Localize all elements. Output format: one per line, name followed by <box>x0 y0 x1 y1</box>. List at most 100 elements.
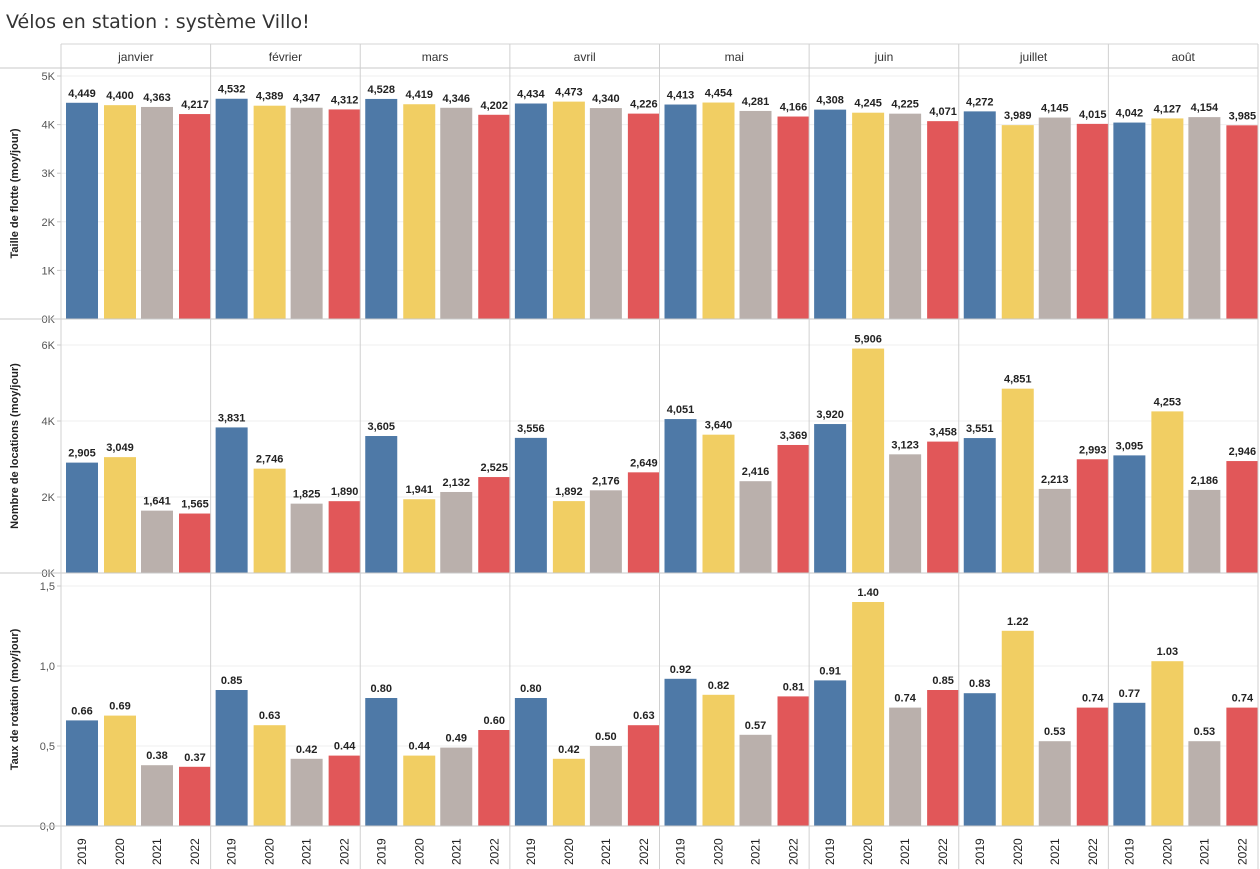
month-header-7: août <box>1172 50 1196 64</box>
bar-p2-mai-2020 <box>702 694 735 826</box>
month-header-4: mai <box>725 50 744 64</box>
x-tick-year-m0-2022: 2022 <box>188 838 202 865</box>
bar-p0-juillet-2020 <box>1001 125 1034 319</box>
bar-p1-avril-2022 <box>627 472 660 573</box>
ytick-label-p0-0: 0K <box>42 314 56 326</box>
data-label-p1-m3-2022: 2,649 <box>630 457 658 469</box>
bar-p0-août-2021 <box>1188 117 1221 319</box>
ytick-label-p1-2: 4K <box>42 416 56 428</box>
month-header-6: juillet <box>1019 50 1048 64</box>
data-label-p1-m5-2021: 3,123 <box>891 439 919 451</box>
bar-p0-juin-2021 <box>889 113 922 319</box>
data-label-p1-m5-2020: 5,906 <box>854 334 882 346</box>
bar-p0-mai-2019 <box>664 104 697 319</box>
data-label-p0-m6-2021: 4,145 <box>1041 103 1069 115</box>
bar-p1-mai-2021 <box>739 481 772 573</box>
bar-p1-juin-2022 <box>927 441 960 573</box>
x-tick-year-m2-2020: 2020 <box>412 838 426 865</box>
bar-p1-février-2022 <box>328 501 361 573</box>
bar-p0-mars-2022 <box>478 114 511 319</box>
bar-p0-juillet-2019 <box>963 111 996 319</box>
bar-p2-juin-2021 <box>889 707 922 826</box>
data-label-p0-m2-2021: 4,346 <box>442 93 470 105</box>
x-tick-year-m0-2021: 2021 <box>150 838 164 865</box>
data-label-p1-m6-2020: 4,851 <box>1004 374 1032 386</box>
x-tick-year-m6-2021: 2021 <box>1048 838 1062 865</box>
bar-p0-mars-2019 <box>365 98 398 319</box>
data-label-p0-m0-2020: 4,400 <box>106 90 134 102</box>
data-label-p1-m4-2020: 3,640 <box>705 420 733 432</box>
data-label-p0-m6-2022: 4,015 <box>1079 109 1107 121</box>
bar-p1-avril-2020 <box>552 501 585 573</box>
data-label-p2-m3-2020: 0.42 <box>558 744 579 756</box>
x-tick-year-m7-2021: 2021 <box>1197 838 1211 865</box>
x-tick-year-m1-2021: 2021 <box>300 838 314 865</box>
bar-p0-août-2020 <box>1151 118 1184 320</box>
data-label-p2-m3-2022: 0.63 <box>633 710 654 722</box>
data-label-p0-m3-2022: 4,226 <box>630 99 658 111</box>
data-label-p2-m4-2021: 0.57 <box>745 720 766 732</box>
bar-p2-janvier-2019 <box>66 720 98 826</box>
data-label-p1-m4-2022: 3,369 <box>780 430 808 442</box>
data-label-p0-m5-2021: 4,225 <box>891 99 919 111</box>
bar-p0-janvier-2020 <box>104 105 136 319</box>
bar-p1-mars-2019 <box>365 436 398 573</box>
data-label-p0-m5-2019: 4,308 <box>816 95 844 107</box>
x-tick-year-m1-2020: 2020 <box>263 838 277 865</box>
bar-p1-mai-2022 <box>777 444 810 573</box>
bar-p1-juin-2021 <box>889 454 922 573</box>
bar-p2-avril-2019 <box>514 698 547 826</box>
data-label-p0-m4-2022: 4,166 <box>780 102 808 114</box>
month-header-3: avril <box>574 50 596 64</box>
data-label-p2-m5-2020: 1.40 <box>857 587 878 599</box>
x-tick-year-m7-2019: 2019 <box>1122 838 1136 865</box>
bar-p2-mars-2022 <box>478 730 511 826</box>
x-tick-year-m3-2019: 2019 <box>524 838 538 865</box>
bar-p0-février-2019 <box>215 98 248 319</box>
data-label-p1-m1-2022: 1,890 <box>331 486 359 498</box>
x-tick-year-m4-2022: 2022 <box>787 838 801 865</box>
data-label-p0-m6-2019: 4,272 <box>966 96 994 108</box>
data-label-p1-m0-2022: 1,565 <box>181 499 209 511</box>
bar-p1-août-2022 <box>1226 461 1259 573</box>
x-tick-year-m3-2020: 2020 <box>562 838 576 865</box>
x-tick-year-m4-2020: 2020 <box>712 838 726 865</box>
bar-p2-février-2022 <box>328 755 361 826</box>
data-label-p0-m0-2021: 4,363 <box>143 92 171 104</box>
data-label-p1-m7-2021: 2,186 <box>1191 475 1219 487</box>
bar-p0-février-2021 <box>290 107 323 319</box>
month-header-1: février <box>269 50 302 64</box>
x-tick-year-m1-2019: 2019 <box>225 838 239 865</box>
ytick-label-p1-3: 6K <box>42 340 56 352</box>
data-label-p1-m1-2020: 2,746 <box>256 454 284 466</box>
x-tick-year-m0-2019: 2019 <box>75 838 89 865</box>
bar-p2-août-2021 <box>1188 741 1221 826</box>
data-label-p2-m4-2020: 0.82 <box>708 680 729 692</box>
bar-p2-juillet-2022 <box>1076 707 1109 826</box>
bar-p2-avril-2021 <box>589 746 622 826</box>
axes-layer: janvier février mars avril mai juin juillet aoû… <box>0 43 1259 869</box>
data-label-p1-m4-2021: 2,416 <box>742 466 770 478</box>
ytick-label-p2-3: 1,5 <box>40 581 55 593</box>
bar-p2-mars-2019 <box>365 698 398 826</box>
data-label-p2-m1-2022: 0.44 <box>334 741 356 753</box>
data-label-p2-m4-2019: 0.92 <box>670 664 691 676</box>
data-label-p1-m3-2019: 3,556 <box>517 423 545 435</box>
x-tick-year-m2-2022: 2022 <box>487 838 501 865</box>
data-label-p0-m0-2019: 4,449 <box>68 88 96 100</box>
bar-p2-juin-2022 <box>927 690 960 826</box>
x-tick-year-m1-2022: 2022 <box>338 838 352 865</box>
data-label-p2-m2-2020: 0.44 <box>409 741 431 753</box>
data-label-p1-m0-2021: 1,641 <box>143 496 171 508</box>
bar-p2-août-2022 <box>1226 707 1259 826</box>
data-label-p1-m2-2021: 2,132 <box>442 477 470 489</box>
bar-p2-février-2021 <box>290 758 323 826</box>
data-label-p0-m3-2021: 4,340 <box>592 93 620 105</box>
x-tick-year-m5-2021: 2021 <box>898 838 912 865</box>
x-tick-year-m6-2022: 2022 <box>1086 838 1100 865</box>
ytick-label-p0-5: 5K <box>42 71 56 83</box>
x-tick-year-m4-2021: 2021 <box>749 838 763 865</box>
data-label-p1-m6-2021: 2,213 <box>1041 474 1069 486</box>
bar-p0-janvier-2019 <box>66 102 98 320</box>
